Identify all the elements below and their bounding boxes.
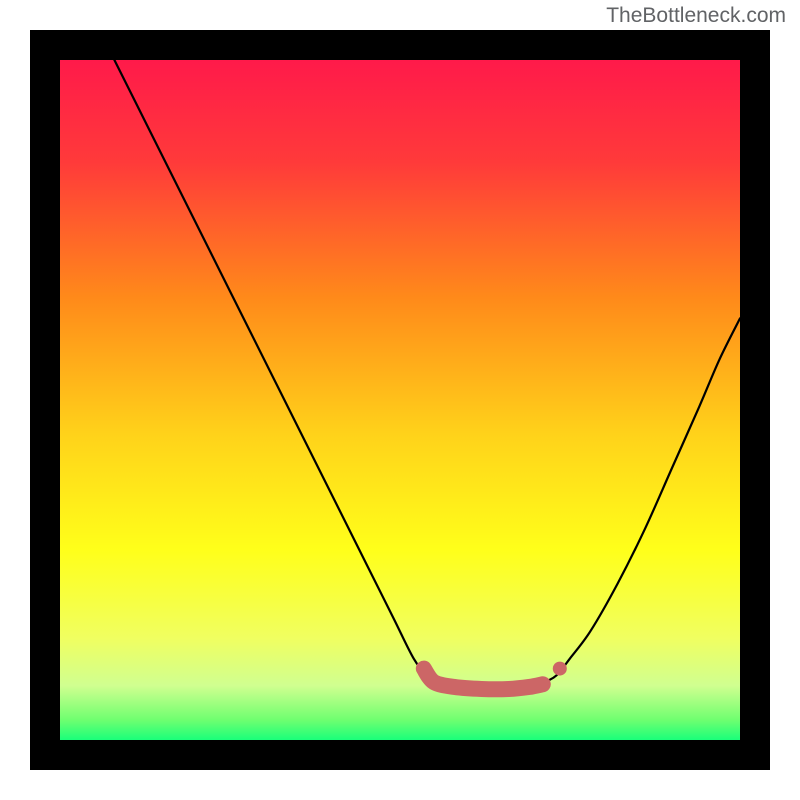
plateau-end-dot xyxy=(553,662,567,676)
bottleneck-chart xyxy=(0,30,800,800)
chart-svg xyxy=(0,30,800,800)
watermark-text: TheBottleneck.com xyxy=(606,4,786,28)
